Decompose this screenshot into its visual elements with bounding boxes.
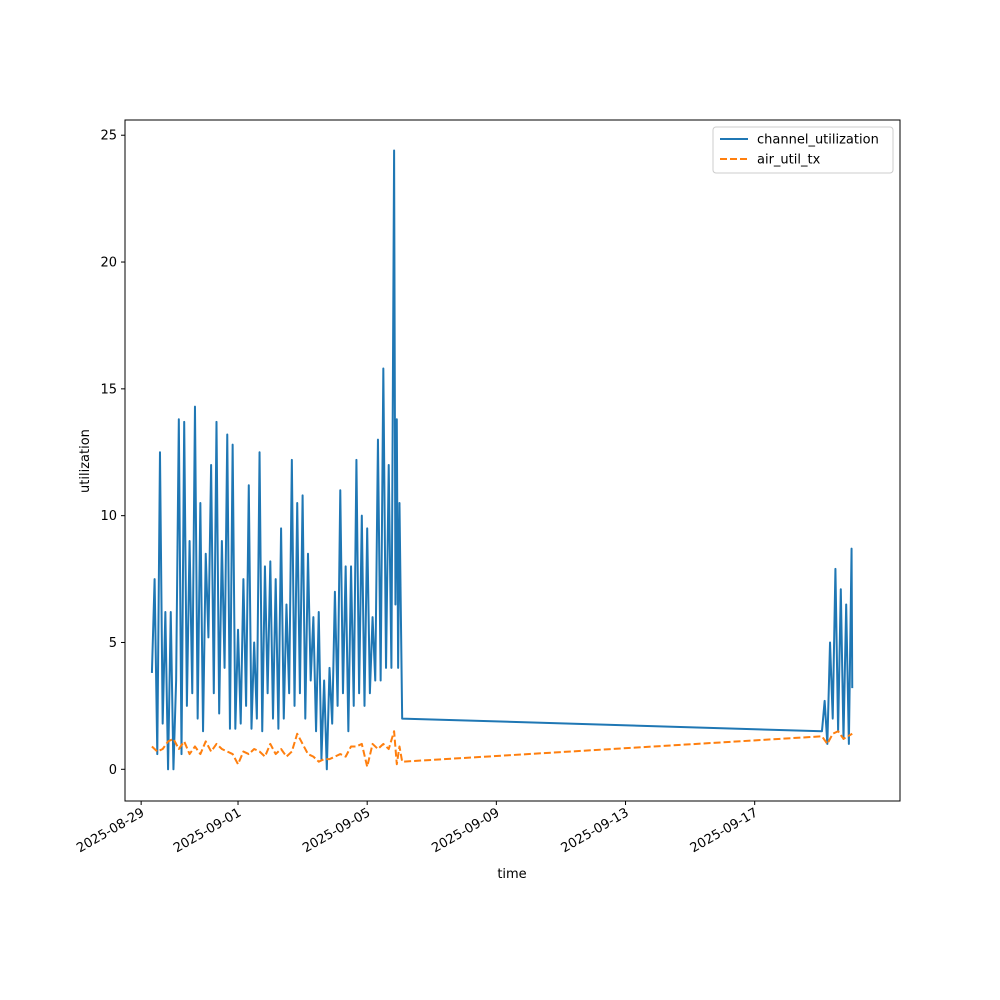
y-tick-label: 0	[109, 763, 117, 778]
series-line-channel-utilization	[150, 149, 854, 771]
series-layer	[150, 149, 854, 771]
y-tick-label: 10	[100, 509, 117, 524]
y-tick-label: 5	[109, 636, 117, 651]
y-axis: 0 5 10 15 20 25	[100, 129, 125, 778]
plot-frame	[124, 119, 901, 802]
y-tick-label: 20	[100, 256, 117, 271]
legend-box	[712, 126, 894, 174]
legend-label-channel-utilization: channel_utilization	[757, 133, 879, 148]
x-axis-label: time	[497, 867, 526, 882]
y-tick-label: 15	[100, 382, 117, 397]
legend-label-air-util-tx: air_util_tx	[757, 153, 821, 168]
y-tick-label: 25	[100, 129, 117, 144]
series-line-air-util-tx	[151, 730, 853, 768]
legend: channel_utilization air_util_tx	[712, 126, 894, 174]
y-axis-label: utilization	[78, 429, 93, 493]
